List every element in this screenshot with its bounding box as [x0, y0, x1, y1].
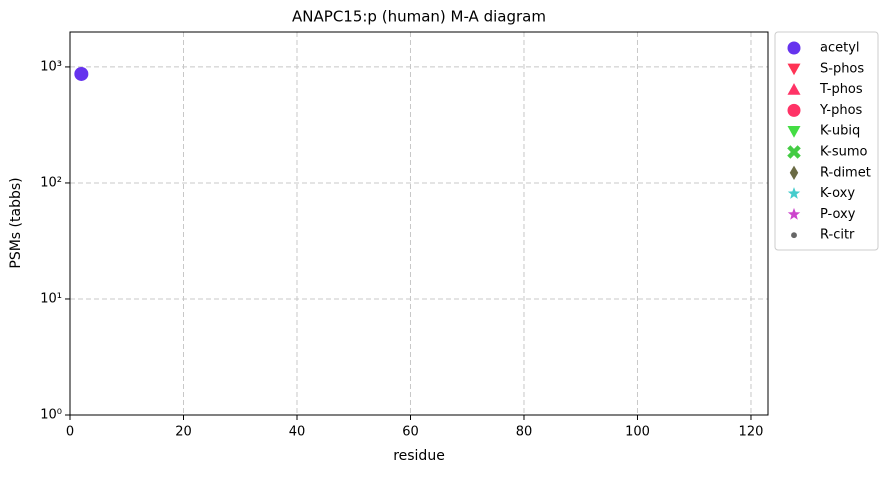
x-axis-label: residue: [393, 448, 445, 464]
legend-marker: [787, 103, 801, 117]
legend-label: K-ubiq: [820, 124, 860, 139]
legend-marker: [787, 83, 801, 95]
y-axis-label: PSMs (tabbs): [8, 177, 24, 268]
legend-marker: [787, 207, 801, 220]
y-tick-label: 10¹: [40, 291, 62, 306]
data-point: [74, 66, 89, 81]
x-tick-label: 20: [175, 425, 192, 440]
plot-frame: [69, 31, 769, 416]
legend-marker: [787, 126, 801, 138]
legend-box: [774, 31, 879, 251]
legend-label: P-oxy: [820, 207, 856, 222]
x-tick-label: 40: [289, 425, 306, 440]
legend-label: T-phos: [819, 82, 863, 97]
legend-marker: [789, 165, 799, 180]
legend-label: S-phos: [820, 61, 864, 76]
legend-marker: [791, 232, 797, 239]
legend-label: Y-phos: [819, 103, 863, 118]
legend-label: acetyl: [820, 41, 860, 56]
legend-marker: [787, 63, 801, 76]
legend-label: K-sumo: [820, 145, 868, 160]
x-tick-label: 60: [402, 425, 419, 440]
x-tick-label: 0: [66, 425, 74, 440]
legend-label: R-citr: [820, 228, 855, 243]
x-tick-label: 120: [739, 425, 764, 440]
chart-title: ANAPC15:p (human) M-A diagram: [292, 8, 546, 26]
y-tick-label: 10³: [40, 59, 62, 74]
legend-label: R-dimet: [820, 165, 871, 180]
legend-marker: [787, 41, 801, 55]
legend-marker: [787, 145, 801, 159]
x-tick-label: 100: [625, 425, 650, 440]
y-tick-label: 10⁰: [40, 408, 62, 423]
x-tick-label: 80: [516, 425, 533, 440]
y-tick-label: 10²: [40, 175, 62, 190]
legend-marker: [787, 187, 801, 199]
legend-label: K-oxy: [820, 186, 855, 201]
